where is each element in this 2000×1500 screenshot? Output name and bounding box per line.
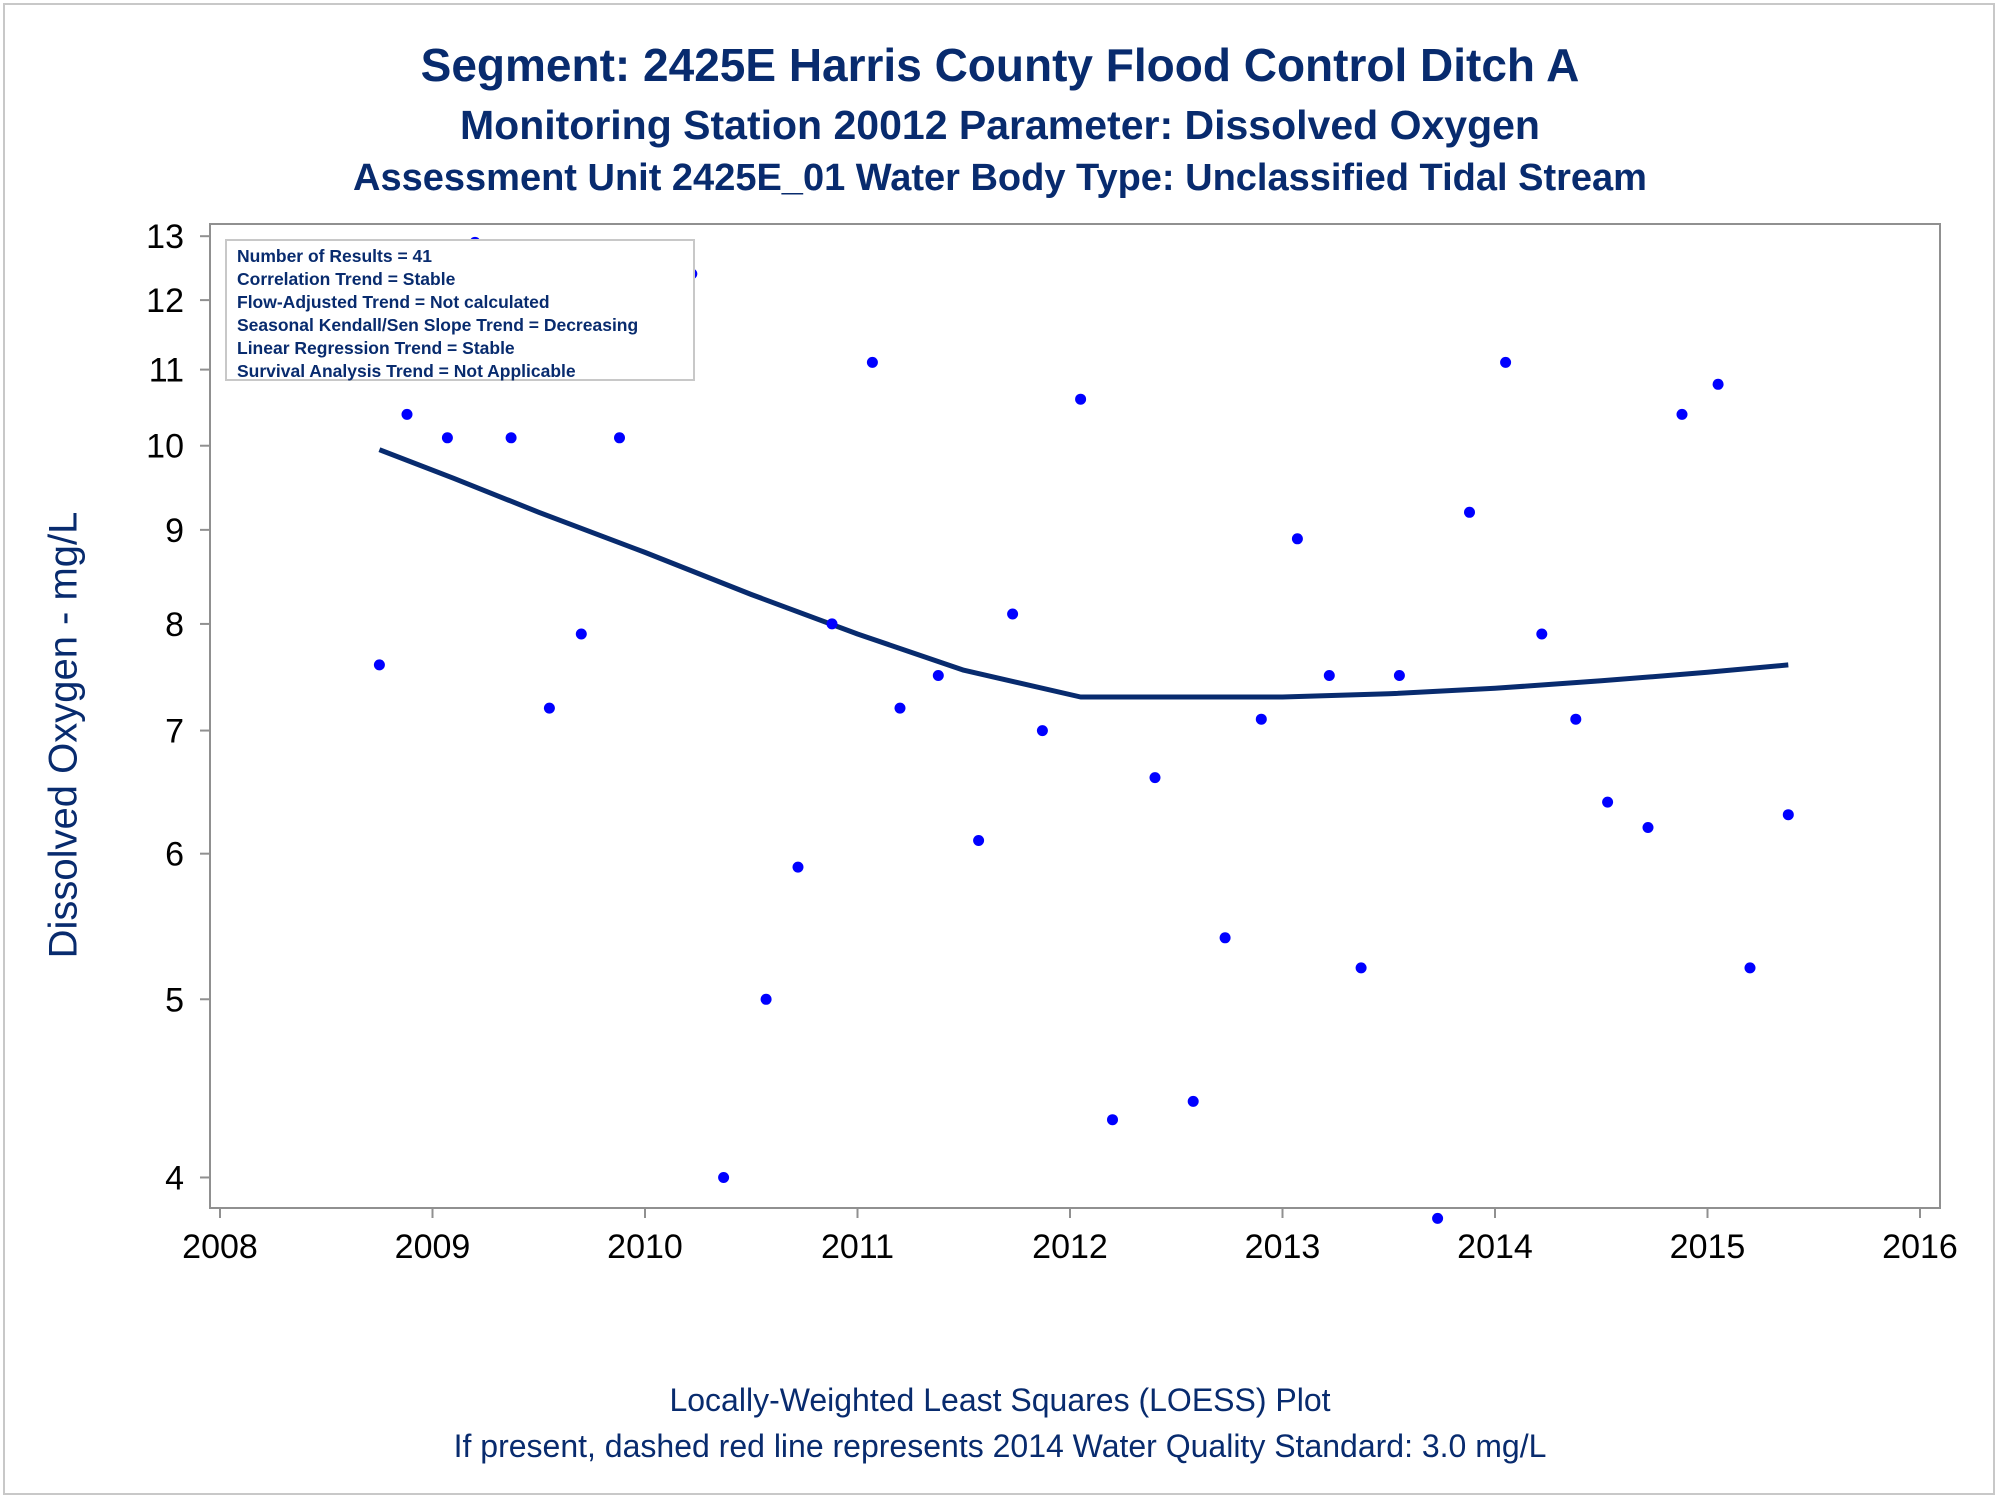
x-tick-label: 2012 <box>1032 1228 1108 1266</box>
data-point <box>373 659 385 671</box>
data-point <box>1107 1114 1118 1126</box>
chart-title: Segment: 2425E Harris County Flood Contr… <box>420 39 1580 91</box>
footnote-2: If present, dashed red line represents 2… <box>453 1428 1547 1464</box>
x-tick-label: 2009 <box>395 1228 471 1266</box>
y-tick-label: 12 <box>146 282 184 320</box>
chart-subtitle-2: Assessment Unit 2425E_01 Water Body Type… <box>353 157 1647 199</box>
data-point <box>441 432 453 444</box>
y-tick-label: 9 <box>165 512 184 550</box>
data-point <box>1676 408 1688 420</box>
plot-area-border <box>209 223 1941 1209</box>
data-point <box>1291 533 1303 545</box>
data-point <box>718 1172 730 1183</box>
data-point <box>1642 822 1654 833</box>
data-point <box>760 993 772 1005</box>
y-tick-label: 5 <box>165 981 184 1019</box>
chart-frame <box>3 3 1995 1495</box>
stats-line: Seasonal Kendall/Sen Slope Trend = Decre… <box>237 315 639 335</box>
stats-line: Flow-Adjusted Trend = Not calculated <box>237 292 550 312</box>
x-tick-label: 2014 <box>1457 1228 1533 1266</box>
y-tick-label: 8 <box>165 606 184 644</box>
data-point <box>1602 796 1614 808</box>
data-point <box>1149 772 1161 784</box>
data-point <box>1355 962 1367 974</box>
x-tick-label: 2016 <box>1882 1228 1958 1266</box>
data-point <box>1712 378 1724 390</box>
data-point <box>543 702 555 714</box>
y-tick-label: 4 <box>165 1159 184 1197</box>
data-point <box>1464 506 1475 518</box>
data-point <box>1075 393 1087 405</box>
data-point <box>1570 713 1582 725</box>
stats-line: Correlation Trend = Stable <box>237 269 456 289</box>
y-tick-label: 13 <box>146 218 184 256</box>
data-point <box>792 861 804 873</box>
loess-line <box>378 447 1789 700</box>
data-point <box>575 628 587 640</box>
data-point <box>826 618 838 630</box>
data-point <box>1393 670 1405 681</box>
x-tick-label: 2008 <box>182 1228 258 1266</box>
data-point <box>1432 1212 1444 1224</box>
data-point <box>932 670 944 681</box>
data-point <box>1036 725 1048 737</box>
x-tick-label: 2011 <box>821 1228 894 1266</box>
loess-line-group <box>378 447 1789 700</box>
data-point <box>1536 628 1548 640</box>
statistics-box: Number of Results = 41 Correlation Trend… <box>225 239 695 381</box>
data-point <box>1219 932 1231 944</box>
data-point <box>1187 1095 1199 1107</box>
x-axis: 2008 2009 2010 2011 2012 2013 2014 2015 2016 <box>182 1208 1958 1266</box>
data-point <box>1500 356 1512 368</box>
x-tick-label: 2013 <box>1245 1228 1321 1266</box>
data-point <box>614 432 625 444</box>
y-tick-label: 7 <box>165 713 184 751</box>
data-point <box>401 408 413 420</box>
footnote-1: Locally-Weighted Least Squares (LOESS) P… <box>669 1382 1331 1418</box>
stats-line: Number of Results = 41 <box>237 246 432 266</box>
x-tick-label: 2010 <box>607 1228 683 1266</box>
y-tick-label: 6 <box>165 836 184 874</box>
data-point <box>973 835 985 846</box>
chart-subtitle: Monitoring Station 20012 Parameter: Diss… <box>460 102 1540 148</box>
data-point <box>894 702 906 714</box>
x-tick-label: 2015 <box>1670 1228 1746 1266</box>
data-point <box>866 356 878 368</box>
y-axis: 4 5 6 7 8 9 10 11 12 13 <box>146 218 210 1197</box>
data-point <box>1323 670 1335 681</box>
data-points <box>373 236 1794 1224</box>
stats-line: Linear Regression Trend = Stable <box>237 338 515 358</box>
data-point <box>505 432 517 444</box>
data-point <box>1782 809 1794 821</box>
stats-line: Survival Analysis Trend = Not Applicable <box>237 361 576 381</box>
data-point <box>1007 608 1019 620</box>
y-tick-label: 10 <box>146 428 184 466</box>
data-point <box>1255 713 1267 725</box>
data-point <box>1744 962 1756 974</box>
y-tick-label: 11 <box>149 352 184 390</box>
